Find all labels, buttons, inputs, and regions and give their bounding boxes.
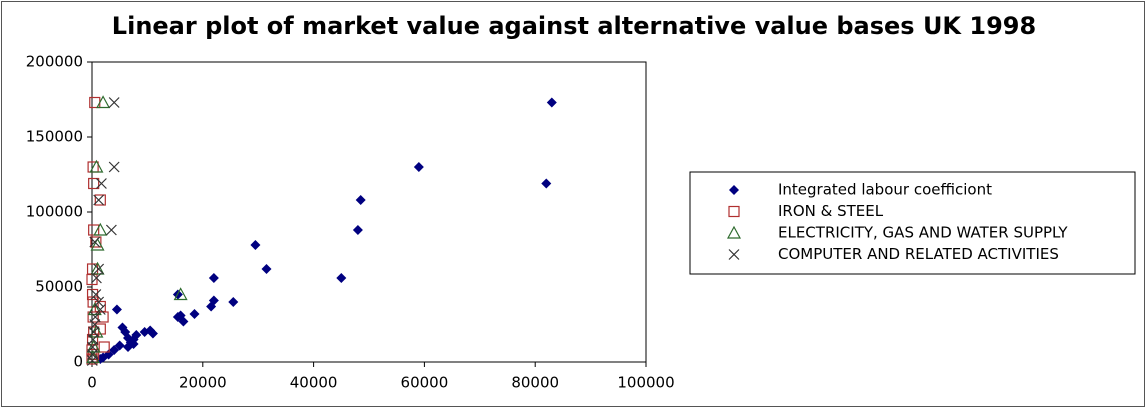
legend (689, 171, 1136, 275)
data-point (206, 301, 217, 312)
data-point (96, 95, 111, 109)
data-point (105, 224, 117, 236)
data-point (93, 263, 105, 275)
data-point (352, 225, 363, 235)
legend-marker (729, 185, 739, 195)
data-point (108, 97, 120, 108)
x-tick-label: 0 (87, 374, 97, 392)
data-point (95, 178, 107, 189)
data-point (90, 237, 105, 251)
data-point (86, 355, 98, 366)
data-point (94, 304, 106, 315)
legend-label: IRON & STEEL (778, 202, 884, 220)
data-point (250, 240, 261, 250)
data-point (93, 194, 105, 206)
data-point (546, 97, 557, 108)
data-point (87, 302, 102, 316)
x-tick-label: 100000 (617, 374, 674, 392)
data-point (336, 273, 347, 283)
data-point (173, 287, 188, 301)
y-tick-label: 150000 (26, 128, 83, 146)
legend-label: COMPUTER AND RELATED ACTIVITIES (778, 245, 1059, 263)
data-point (355, 195, 366, 205)
data-point (94, 194, 106, 206)
data-point (90, 261, 105, 275)
x-tick-label: 40000 (290, 374, 338, 392)
data-point (261, 264, 272, 274)
data-point (139, 327, 150, 337)
data-point (89, 236, 101, 248)
data-point (95, 354, 106, 364)
data-point (108, 161, 120, 173)
y-tick-label: 200000 (26, 53, 83, 71)
legend-label: Integrated labour coefficiont (778, 181, 992, 199)
chart-title: Linear plot of market value against alte… (112, 12, 1036, 40)
legend-marker (728, 249, 740, 260)
data-point (413, 162, 424, 172)
legend-label: ELECTRICITY, GAS AND WATER SUPPLY (778, 224, 1068, 242)
y-tick-label: 100000 (26, 203, 83, 221)
data-point (111, 304, 122, 315)
data-point (91, 272, 102, 284)
y-tick-label: 0 (73, 353, 83, 371)
legend-marker (728, 205, 740, 218)
data-point (88, 177, 100, 190)
x-tick-label: 80000 (511, 374, 559, 392)
data-point (89, 159, 104, 173)
data-point (541, 178, 552, 189)
y-tick-label: 50000 (35, 278, 83, 296)
data-point (114, 340, 125, 351)
data-point (228, 297, 239, 307)
data-point (93, 222, 108, 236)
x-tick-label: 60000 (401, 374, 449, 392)
data-point (90, 289, 102, 300)
data-point (90, 236, 102, 248)
data-point (117, 322, 128, 333)
legend-marker (726, 225, 742, 239)
data-point (109, 345, 120, 355)
data-point (172, 312, 183, 322)
data-point (208, 273, 219, 283)
data-point (189, 309, 200, 319)
data-point (128, 339, 139, 349)
data-point (98, 341, 110, 353)
x-tick-label: 20000 (179, 374, 227, 392)
data-point (86, 288, 99, 301)
